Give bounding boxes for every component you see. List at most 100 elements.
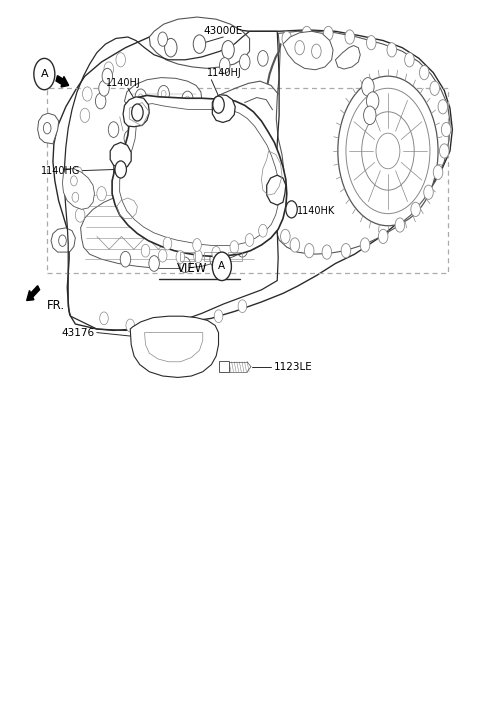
Circle shape <box>163 237 172 250</box>
Circle shape <box>182 159 192 174</box>
Text: 1140HJ: 1140HJ <box>107 78 141 88</box>
Circle shape <box>173 363 181 376</box>
Circle shape <box>282 31 291 46</box>
Circle shape <box>171 317 180 330</box>
Circle shape <box>193 35 205 54</box>
Circle shape <box>182 91 193 108</box>
Circle shape <box>176 251 185 264</box>
Circle shape <box>126 319 134 332</box>
Circle shape <box>259 225 267 237</box>
Text: 1140HJ: 1140HJ <box>206 69 241 79</box>
Circle shape <box>164 158 173 172</box>
Circle shape <box>364 106 376 124</box>
Circle shape <box>138 94 143 101</box>
Circle shape <box>135 89 146 106</box>
Circle shape <box>433 165 443 179</box>
FancyArrow shape <box>27 286 39 300</box>
Circle shape <box>195 319 204 332</box>
Circle shape <box>99 81 109 96</box>
Circle shape <box>116 53 125 67</box>
Circle shape <box>165 39 177 57</box>
Circle shape <box>212 247 220 260</box>
Circle shape <box>295 41 304 55</box>
Bar <box>204 252 218 261</box>
Circle shape <box>132 104 143 121</box>
Circle shape <box>405 53 414 67</box>
Circle shape <box>157 322 166 335</box>
Polygon shape <box>123 97 149 127</box>
Circle shape <box>440 144 449 158</box>
Circle shape <box>290 238 300 252</box>
Circle shape <box>442 122 451 137</box>
Circle shape <box>75 208 85 222</box>
Circle shape <box>387 43 396 57</box>
Polygon shape <box>283 31 333 70</box>
Circle shape <box>142 154 159 179</box>
Circle shape <box>430 82 440 95</box>
Circle shape <box>59 235 66 247</box>
Circle shape <box>194 161 211 187</box>
Circle shape <box>71 176 77 186</box>
Circle shape <box>411 202 420 217</box>
Circle shape <box>210 252 220 267</box>
Circle shape <box>73 167 83 181</box>
Circle shape <box>345 30 355 44</box>
Circle shape <box>240 54 250 70</box>
Polygon shape <box>62 169 95 209</box>
Circle shape <box>322 245 332 260</box>
Polygon shape <box>130 316 218 378</box>
Circle shape <box>96 93 106 109</box>
Text: 43000E: 43000E <box>204 26 243 36</box>
Polygon shape <box>112 95 287 257</box>
Circle shape <box>128 164 137 178</box>
Bar <box>47 88 447 273</box>
Circle shape <box>219 58 230 74</box>
Circle shape <box>158 85 169 102</box>
Polygon shape <box>81 189 257 268</box>
Circle shape <box>420 66 429 80</box>
Circle shape <box>83 87 92 101</box>
Text: 1123LE: 1123LE <box>274 362 312 372</box>
Circle shape <box>360 238 370 252</box>
Circle shape <box>304 244 314 258</box>
Circle shape <box>43 122 51 134</box>
Polygon shape <box>168 114 187 138</box>
Circle shape <box>80 108 90 122</box>
Circle shape <box>74 187 84 201</box>
Circle shape <box>376 133 400 169</box>
Text: 1140HK: 1140HK <box>297 206 336 216</box>
Polygon shape <box>124 78 202 117</box>
Circle shape <box>362 112 414 190</box>
Text: 43176: 43176 <box>61 327 95 337</box>
Circle shape <box>178 154 195 179</box>
Circle shape <box>161 90 166 97</box>
FancyArrow shape <box>56 76 69 87</box>
Circle shape <box>366 92 379 110</box>
Polygon shape <box>336 46 360 69</box>
Circle shape <box>100 312 108 325</box>
Circle shape <box>230 241 239 254</box>
Circle shape <box>158 250 167 262</box>
Circle shape <box>34 59 55 89</box>
Polygon shape <box>53 26 452 330</box>
Circle shape <box>115 195 124 209</box>
Circle shape <box>338 77 438 226</box>
Circle shape <box>141 245 150 257</box>
Circle shape <box>341 244 351 258</box>
Circle shape <box>193 239 201 252</box>
Text: A: A <box>218 262 226 271</box>
Circle shape <box>124 158 141 184</box>
Polygon shape <box>51 228 75 252</box>
Circle shape <box>188 319 197 332</box>
Circle shape <box>366 36 376 50</box>
Polygon shape <box>149 17 250 69</box>
Circle shape <box>213 96 224 113</box>
Circle shape <box>104 62 114 77</box>
Polygon shape <box>219 361 229 373</box>
Circle shape <box>135 199 144 214</box>
Text: VIEW: VIEW <box>177 262 207 275</box>
Circle shape <box>245 234 254 247</box>
Polygon shape <box>37 113 59 144</box>
Circle shape <box>160 152 177 178</box>
Circle shape <box>124 130 134 146</box>
